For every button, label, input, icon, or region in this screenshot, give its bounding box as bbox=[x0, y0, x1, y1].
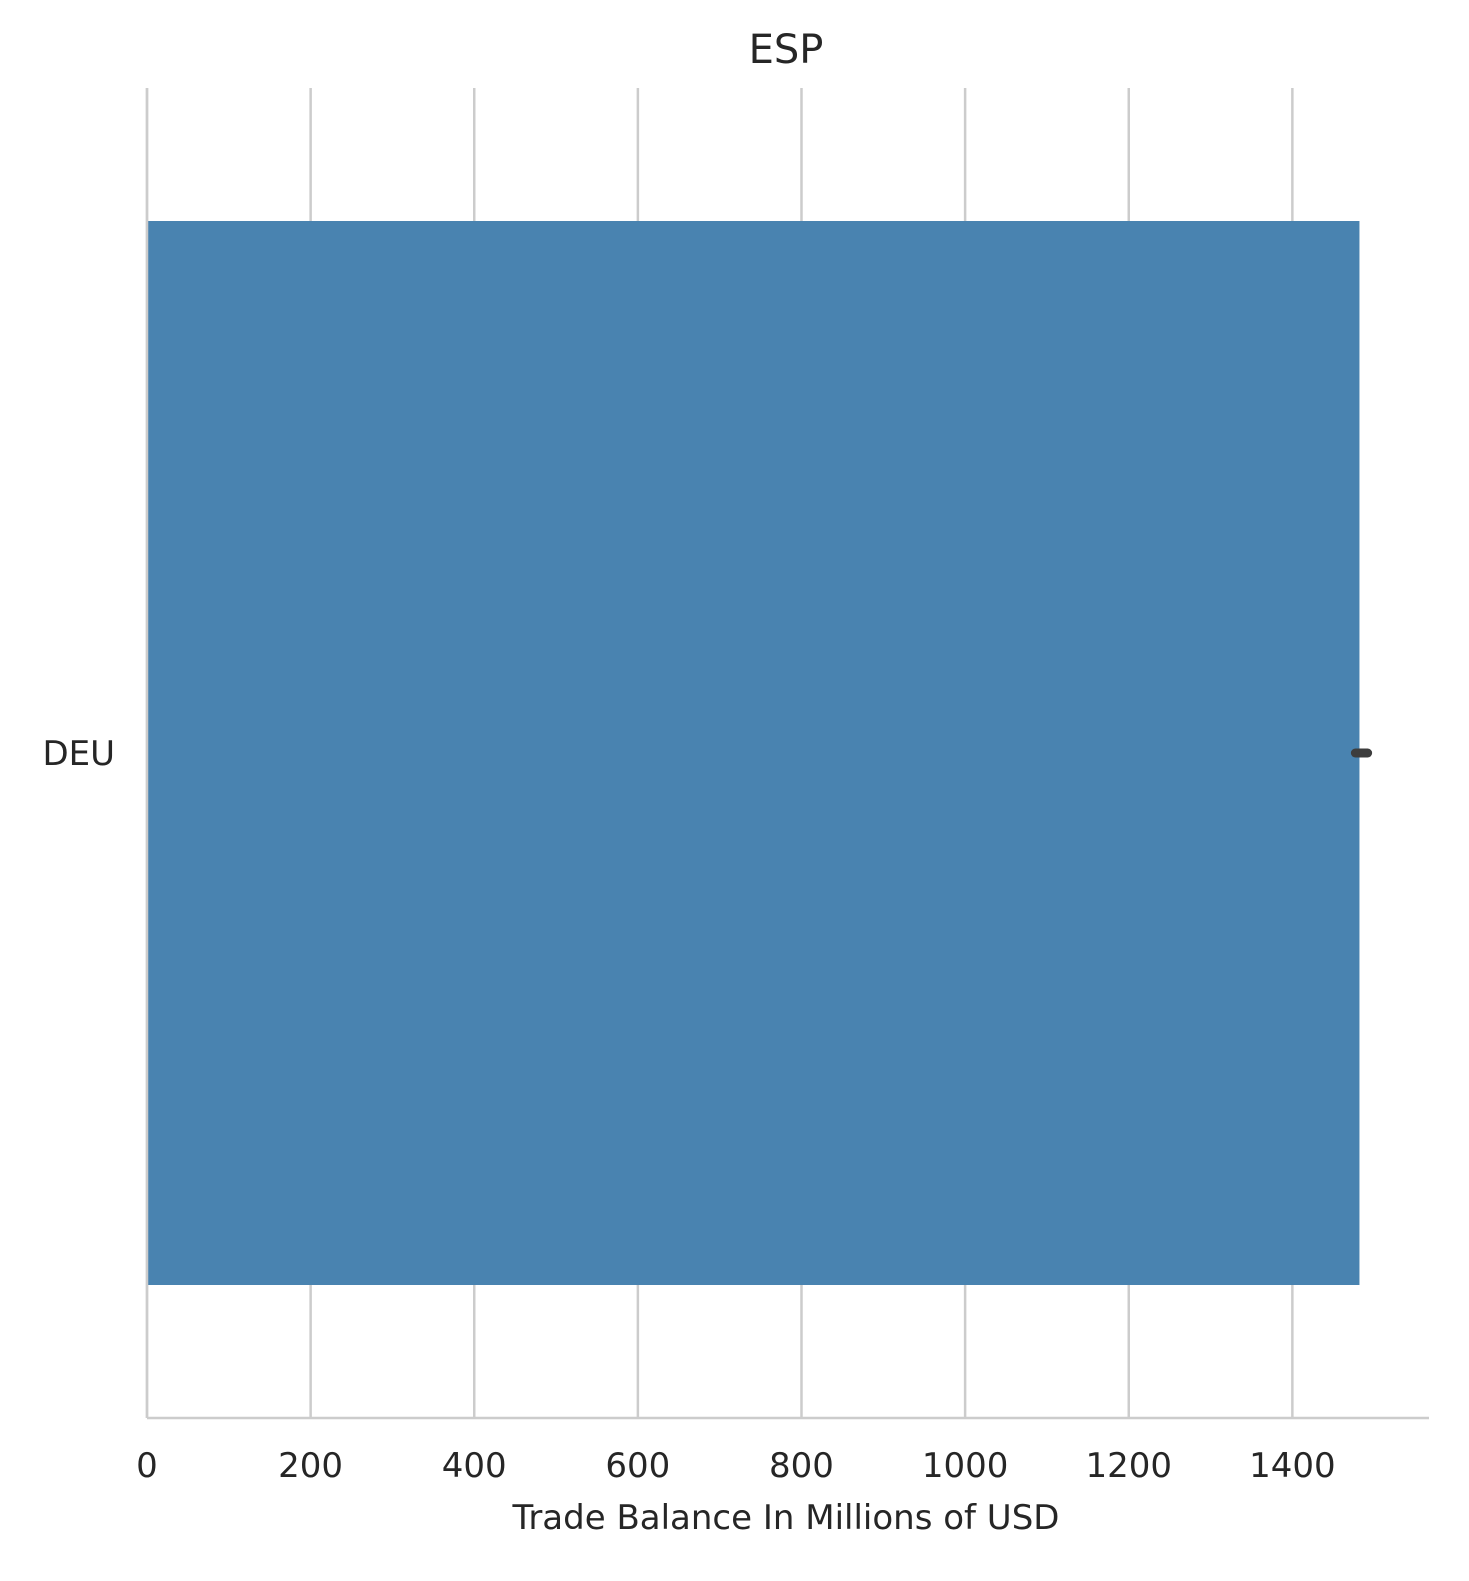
tick-labels: DEU 0 200 400 600 800 1000 1200 1400 bbox=[42, 734, 1335, 1486]
x-tick-label-1400: 1400 bbox=[1249, 1446, 1336, 1486]
x-tick-label-0: 0 bbox=[136, 1446, 158, 1486]
x-tick-label-400: 400 bbox=[442, 1446, 507, 1486]
x-tick-label-600: 600 bbox=[605, 1446, 670, 1486]
x-tick-label-1200: 1200 bbox=[1085, 1446, 1172, 1486]
x-tick-label-200: 200 bbox=[278, 1446, 343, 1486]
y-tick-label-deu: DEU bbox=[42, 734, 115, 774]
bar-deu bbox=[147, 221, 1360, 1285]
chart-title: ESP bbox=[749, 27, 824, 73]
x-axis-label: Trade Balance In Millions of USD bbox=[512, 1498, 1060, 1538]
axes-spines bbox=[145, 88, 1429, 1420]
x-tick-label-1000: 1000 bbox=[922, 1446, 1009, 1486]
bars bbox=[147, 221, 1373, 1285]
x-tick-label-800: 800 bbox=[769, 1446, 834, 1486]
